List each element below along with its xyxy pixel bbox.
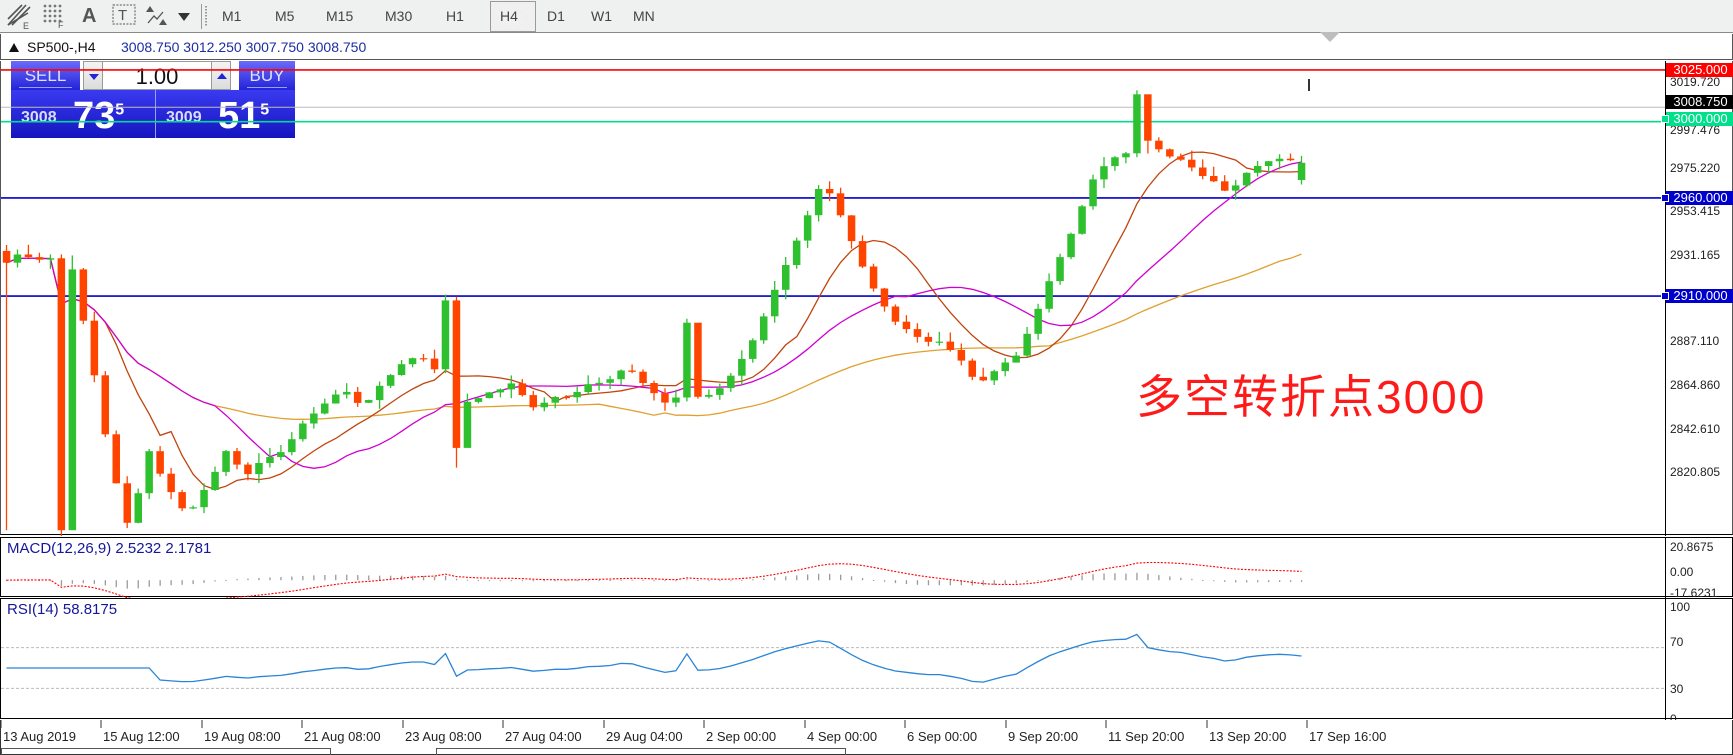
svg-text:E: E	[23, 21, 29, 30]
svg-text:F: F	[58, 20, 64, 29]
svg-text:T: T	[118, 7, 127, 24]
